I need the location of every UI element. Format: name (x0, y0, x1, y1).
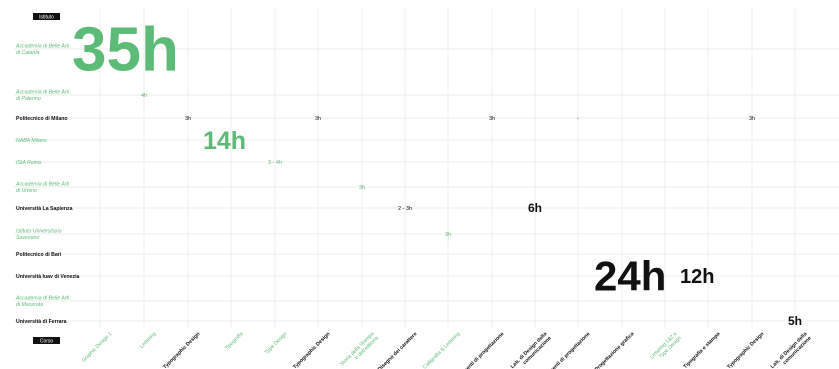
column-label: Calligrafia & Lettering (422, 331, 461, 369)
row-label: Politecnico di Bari (16, 252, 62, 258)
column-label: Typographic Design (726, 331, 765, 369)
row-label-line: Università di Ferrara (16, 319, 67, 325)
column-axis-tag-text: Corso (40, 338, 54, 344)
row-label: Università di Ferrara (16, 319, 67, 325)
cell-value: 3h (359, 185, 365, 191)
grid (14, 8, 839, 328)
cell-value: 5h (788, 314, 802, 328)
row-label-line: ISIA Roma (16, 160, 41, 166)
cell-value: 6h (528, 201, 542, 215)
column-label-line: Typographic Design (726, 331, 765, 369)
row-axis-tag-text: Istituto (39, 14, 54, 20)
column-label-line: Tipografia (224, 331, 244, 351)
cell-value: 3h (315, 116, 321, 122)
row-label-line: Accademia di Belle Arti (15, 182, 70, 188)
row-label-line: Accademia di Belle Arti (15, 44, 70, 50)
column-label: Type Design (264, 331, 289, 356)
cell-value: 12h (680, 266, 714, 288)
column-label-line: Typographic Design (162, 331, 201, 369)
row-label-line: di Macerata (16, 302, 43, 308)
column-label: Tipografia e stampa (683, 331, 722, 369)
column-label-line: Tipografia e stampa (683, 331, 722, 369)
row-label-line: di Catania (16, 50, 39, 56)
row-label-line: di Palermo (16, 96, 41, 102)
cell-values: 35h 4h 3h 3h 3h - 3h 14h 3 - 4h 3h 2 - 3h 6h 3h 24h 12… (72, 16, 802, 329)
column-label: Lettering (139, 331, 158, 350)
column-label-line: Calligrafia & Lettering (422, 331, 461, 369)
cell-value: 3h (445, 232, 451, 238)
row-label-line: Politecnico di Milano (16, 116, 68, 122)
column-label-line: Elementi di progettazione (457, 331, 506, 369)
row-axis-tag: Istituto (33, 13, 60, 20)
cell-value: 3 - 4h (268, 160, 282, 166)
row-label: Politecnico di Milano (16, 116, 68, 122)
cell-value: 3h (185, 116, 191, 122)
cell-value: 4h (141, 93, 147, 99)
column-label: Disegno dei carattere (377, 331, 419, 369)
column-label: Elementi di progettazione (457, 331, 506, 369)
column-label: Elementi di progettazione (543, 331, 592, 369)
row-label-line: Politecnico di Bari (16, 252, 62, 258)
row-label: NABA Milano (16, 138, 47, 144)
row-label: Università Iuav di Venezia (16, 274, 80, 280)
column-label: Typographic Design (292, 331, 331, 369)
row-label-line: di Urbino (16, 188, 37, 194)
column-label-line: Type Design (264, 331, 289, 356)
column-labels: Graphic Design 1 Lettering Typographic Des… (81, 331, 813, 369)
column-label-line: Lettering (139, 331, 158, 350)
column-label: Graphic Design 1 (81, 331, 114, 364)
column-label-line: Lab. di Design della (770, 331, 809, 369)
column-axis-tag: Corso (33, 337, 60, 344)
row-label-line: Università La Sapienza (16, 206, 73, 212)
column-label: Tipografia (224, 331, 244, 351)
column-label-line: Typographic Design (292, 331, 331, 369)
row-label-line: Accademia di Belle Arti (15, 90, 70, 96)
cell-value: 24h (594, 253, 666, 300)
column-label-line: Disegno dei carattere (377, 331, 419, 369)
cell-value: 2 - 3h (398, 206, 412, 212)
row-label-line: Università Iuav di Venezia (16, 274, 80, 280)
row-label-line: Accademia di Belle Arti (15, 296, 70, 302)
column-label-line: Lab. di Design della (510, 331, 549, 369)
cell-value: - (577, 116, 579, 121)
column-label: Typographic Design (162, 331, 201, 369)
column-label-line: Graphic Design 1 (81, 331, 114, 364)
row-label-line: Istituto Universitario (16, 229, 62, 235)
cell-value: 35h (72, 16, 179, 85)
column-label: Progettazione grafica (594, 331, 636, 369)
column-label-line: Progettazione grafica (594, 331, 636, 369)
row-label-line: NABA Milano (16, 138, 47, 144)
row-label: ISIA Roma (16, 160, 41, 166)
row-label-line: Saveriano (16, 235, 39, 241)
column-label-line: Elementi di progettazione (543, 331, 592, 369)
row-label: Università La Sapienza (16, 206, 73, 212)
cell-value: 3h (749, 116, 755, 122)
cell-value: 3h (489, 116, 495, 122)
cell-value: 14h (203, 127, 246, 155)
